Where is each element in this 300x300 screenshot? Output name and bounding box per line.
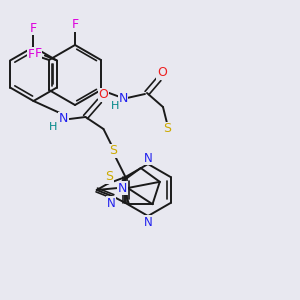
Text: F: F — [30, 22, 37, 34]
Text: H: H — [111, 101, 119, 111]
Text: F: F — [34, 47, 41, 60]
Text: N: N — [59, 112, 68, 125]
Text: F: F — [28, 47, 34, 61]
Text: F: F — [71, 19, 79, 32]
Text: O: O — [157, 67, 167, 80]
Text: N: N — [107, 197, 116, 210]
Text: S: S — [110, 145, 118, 158]
Text: N: N — [144, 152, 152, 164]
Text: N: N — [118, 92, 128, 104]
Text: H: H — [49, 122, 58, 132]
Text: O: O — [98, 88, 108, 101]
Text: S: S — [163, 122, 171, 136]
Text: N: N — [118, 182, 128, 194]
Text: N: N — [144, 215, 152, 229]
Text: S: S — [105, 170, 113, 183]
